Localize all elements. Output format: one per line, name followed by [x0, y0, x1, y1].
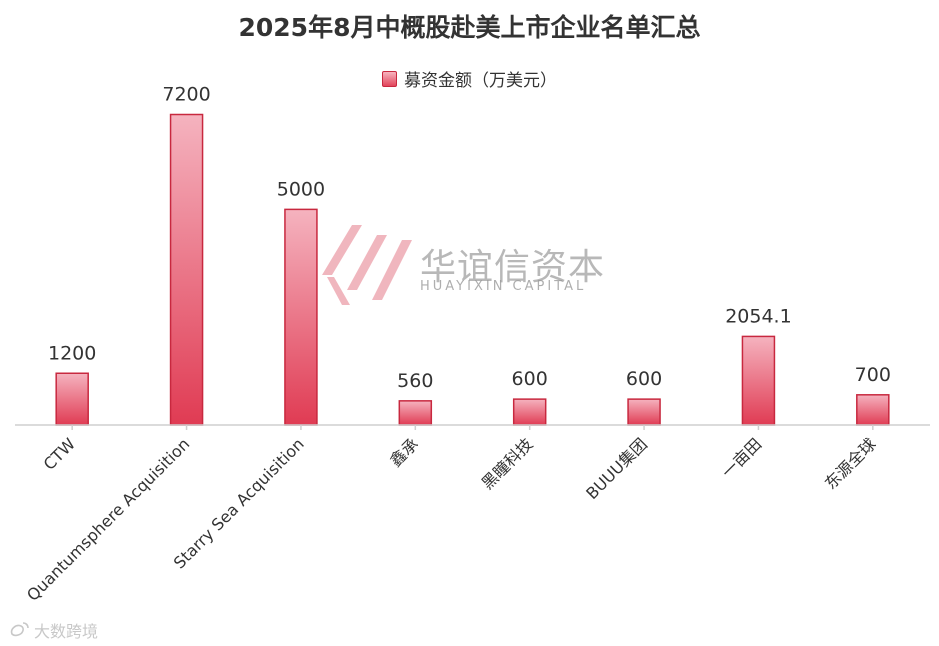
x-tick-label: 一亩田 — [718, 434, 765, 481]
data-label: 2054.1 — [725, 305, 791, 327]
data-label: 600 — [512, 368, 548, 390]
data-label: 7200 — [162, 84, 210, 106]
x-tick-label: 鑫承 — [386, 434, 422, 470]
legend-swatch — [382, 70, 397, 87]
huayixin-logo-icon — [322, 225, 412, 305]
bar — [398, 400, 433, 426]
watermark-name: 华谊信资本 — [420, 247, 606, 288]
legend-label: 募资金额（万美元） — [404, 71, 557, 91]
data-label: 700 — [855, 364, 891, 386]
chart-title: 2025年8月中概股赴美上市企业名单汇总 — [238, 13, 701, 42]
bar — [284, 208, 318, 426]
bar — [741, 335, 776, 426]
x-tick-label: BUUU集团 — [582, 434, 651, 503]
bar — [856, 394, 890, 426]
bar — [55, 372, 89, 426]
data-label: 600 — [626, 368, 662, 390]
data-label: 5000 — [277, 178, 325, 200]
x-tick-label: 黑瞳科技 — [478, 434, 537, 493]
bar — [512, 398, 547, 426]
bar — [169, 113, 204, 426]
footer-watermark: 大数跨境 — [8, 618, 98, 642]
data-label: 560 — [397, 370, 433, 392]
x-tick-label: Starry Sea Acquisition — [170, 434, 308, 572]
legend: 募资金额（万美元） — [0, 66, 939, 91]
bar — [627, 398, 661, 426]
x-tick-label: CTW — [40, 434, 80, 474]
data-label: 1200 — [48, 342, 96, 364]
footer-text: 大数跨境 — [34, 622, 99, 641]
x-tick-label: 东源全球 — [821, 434, 880, 493]
weibo-style-icon — [10, 622, 29, 637]
watermark-english: HUAYIXIN CAPITAL — [420, 279, 587, 294]
